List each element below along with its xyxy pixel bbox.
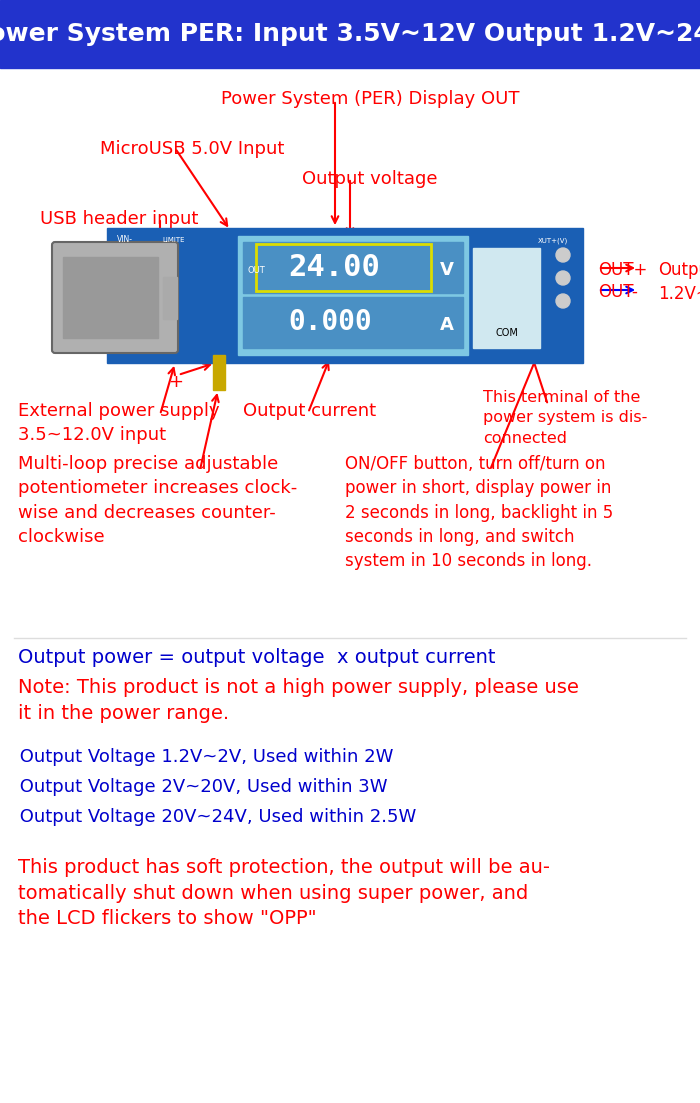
Text: Output power = output voltage  x output current: Output power = output voltage x output c… [18, 647, 496, 667]
Text: -: - [148, 342, 155, 360]
Text: V: V [440, 261, 454, 279]
Bar [243, 242, 463, 293]
Bar [243, 297, 463, 349]
Bar [256, 244, 431, 291]
Text: +: + [168, 373, 183, 390]
FancyBboxPatch shape [52, 242, 178, 353]
Text: This product has soft protection, the output will be au-
tomatically shut down w: This product has soft protection, the ou… [18, 858, 550, 929]
Text: Power System (PER) Display OUT: Power System (PER) Display OUT [220, 90, 519, 108]
Bar [163, 277, 177, 319]
Text: Output Voltage 1.2V~2V, Used within 2W: Output Voltage 1.2V~2V, Used within 2W [14, 748, 393, 765]
Text: Note: This product is not a high power supply, please use
it in the power range.: Note: This product is not a high power s… [18, 678, 579, 722]
Text: VIN-: VIN- [117, 235, 133, 244]
Text: Output Voltage 2V~20V, Used within 3W: Output Voltage 2V~20V, Used within 3W [14, 778, 388, 796]
Text: Power System PER: Input 3.5V~12V Output 1.2V~24V: Power System PER: Input 3.5V~12V Output … [0, 22, 700, 46]
Bar [473, 248, 540, 349]
Text: COM: COM [495, 328, 518, 338]
Text: This terminal of the
power system is dis-
connected: This terminal of the power system is dis… [483, 390, 648, 446]
Text: Multi-loop precise adjustable
potentiometer increases clock-
wise and decreases : Multi-loop precise adjustable potentiome… [18, 456, 297, 546]
Text: USB header input: USB header input [40, 210, 198, 228]
Text: Output Voltage 20V~24V, Used within 2.5W: Output Voltage 20V~24V, Used within 2.5W [14, 808, 416, 826]
Text: Output current: Output current [244, 401, 377, 420]
Text: A: A [440, 317, 454, 334]
Text: MicroUSB 5.0V Input: MicroUSB 5.0V Input [100, 140, 284, 158]
Bar [213, 355, 225, 390]
Bar [0, 0, 700, 68]
Text: LIMITE: LIMITE [162, 237, 185, 243]
Bar [63, 257, 158, 338]
Circle shape [556, 271, 570, 285]
Text: 24.00: 24.00 [288, 253, 380, 282]
Bar [107, 228, 583, 363]
Circle shape [556, 295, 570, 308]
Text: External power supply
3.5~12.0V input: External power supply 3.5~12.0V input [18, 401, 220, 445]
Text: OUT: OUT [248, 266, 266, 275]
Text: OUT-: OUT- [598, 283, 638, 301]
Text: OUT+: OUT+ [598, 261, 648, 279]
Text: 0.000: 0.000 [288, 309, 372, 336]
Text: ON/OFF button, turn off/turn on
power in short, display power in
2 seconds in lo: ON/OFF button, turn off/turn on power in… [345, 456, 613, 570]
Circle shape [556, 248, 570, 263]
Bar [238, 236, 468, 355]
Text: Output
1.2V~24V: Output 1.2V~24V [658, 261, 700, 303]
Text: Output voltage: Output voltage [302, 170, 438, 188]
Text: XUT+(V): XUT+(V) [538, 237, 568, 244]
